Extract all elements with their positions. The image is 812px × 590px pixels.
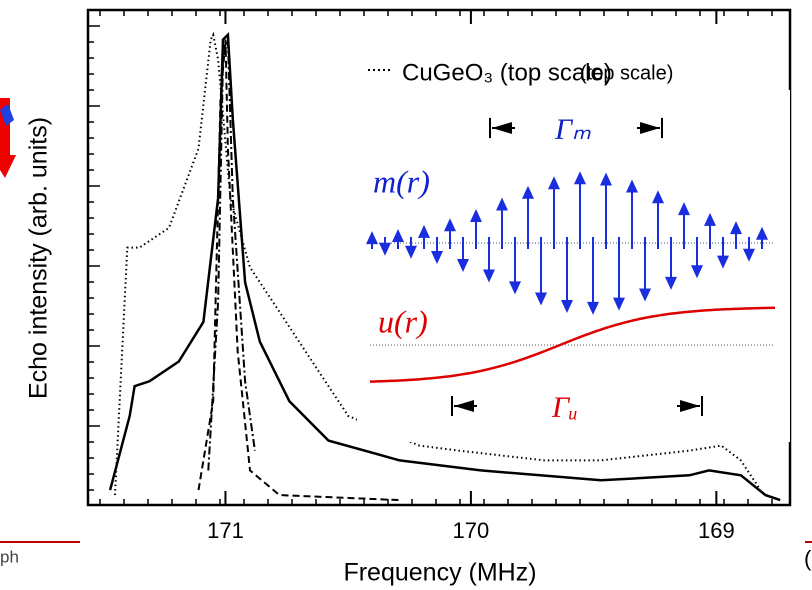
spin-head: [418, 224, 430, 238]
spin-head: [613, 297, 625, 311]
spin-head: [717, 255, 729, 269]
spin-head: [548, 176, 560, 190]
spin-head: [756, 226, 768, 240]
gamma-m-markers: [489, 118, 663, 138]
spin-head: [561, 299, 573, 313]
spin-head: [639, 288, 651, 302]
inset-panel: [357, 90, 790, 442]
spin-head: [522, 185, 534, 199]
spin-head: [691, 265, 703, 279]
spin-head: [444, 218, 456, 232]
spin-head: [379, 242, 391, 256]
spin-head: [366, 231, 378, 245]
spin-head: [730, 221, 742, 235]
x-tick-label: 169: [698, 518, 735, 543]
arrow-fragment: [0, 104, 14, 126]
spin-head: [470, 208, 482, 222]
spin-head: [626, 179, 638, 193]
spin-head: [600, 172, 612, 186]
spin-head: [457, 259, 469, 273]
x-axis-label: Frequency (MHz): [343, 559, 536, 587]
spin-arrows: [366, 171, 768, 315]
spin-head: [509, 281, 521, 295]
y-minor-ticks: [88, 10, 773, 505]
spin-head: [392, 228, 404, 242]
y-axis-label: Echo intensity (arb. units): [25, 117, 53, 399]
spin-head: [665, 276, 677, 290]
x-tick-label: 171: [207, 518, 244, 543]
spin-head: [574, 171, 586, 185]
legend-note: (top scale): [580, 62, 673, 84]
legend-panel: [385, 40, 575, 92]
displacement-curve: [369, 306, 776, 383]
legend-entry: CuGeO₃ (top scale): [402, 59, 612, 86]
spin-head: [496, 197, 508, 211]
gamma-u-markers: [451, 396, 703, 416]
series-line: [207, 39, 256, 471]
spin-head: [743, 248, 755, 262]
spin-head: [704, 212, 716, 226]
series-line: [197, 39, 400, 502]
spin-head: [405, 245, 417, 259]
spin-head: [678, 202, 690, 216]
spin-head: [535, 292, 547, 306]
plot-area: 171 170 169: [108, 10, 781, 543]
spin-head: [431, 251, 443, 265]
fragment-text: (: [804, 546, 812, 571]
fragment-text: ph: [0, 547, 19, 566]
series-line: [108, 31, 781, 502]
spin-head: [587, 301, 599, 315]
m-label: m(r): [373, 163, 430, 199]
spin-head: [652, 190, 664, 204]
u-label: u(r): [378, 303, 428, 339]
gamma-m: Γₘ: [554, 113, 591, 146]
gamma-u: Γᵤ: [551, 391, 578, 424]
spin-head: [483, 269, 495, 283]
x-tick-label: 170: [453, 518, 490, 543]
